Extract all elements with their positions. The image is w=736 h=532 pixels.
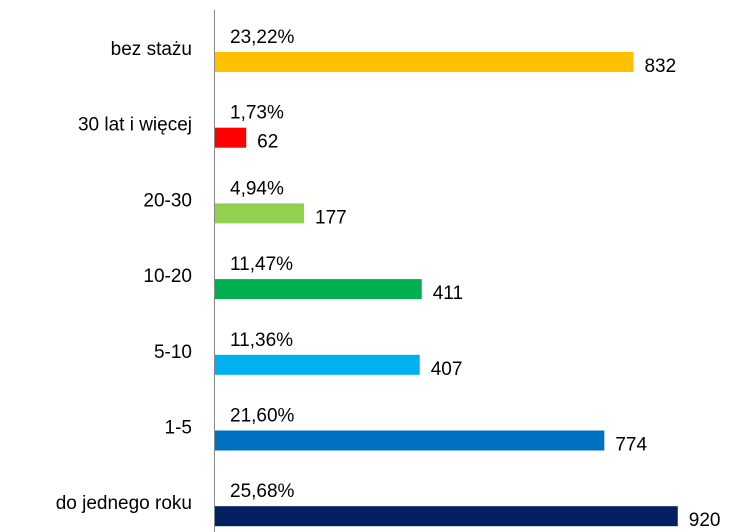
value-label: 832 [644, 56, 676, 77]
bar [215, 354, 420, 375]
value-label: 774 [615, 435, 647, 456]
bar [215, 430, 605, 451]
bar [215, 52, 634, 72]
category-label: 30 lat i więcej [78, 115, 192, 136]
value-label: 920 [689, 510, 721, 531]
share-label: 11,47% [230, 254, 293, 275]
share-label: 4,94% [230, 178, 284, 199]
category-label: 20-30 [143, 190, 192, 211]
category-label: do jednego roku [56, 493, 192, 514]
share-label: 11,36% [230, 330, 293, 351]
share-label: 21,60% [230, 406, 295, 427]
category-label: bez stażu [111, 39, 192, 60]
bar [215, 279, 422, 300]
bar [215, 127, 247, 148]
share-label: 1,73% [230, 103, 284, 124]
category-label: 10-20 [143, 266, 192, 287]
value-label: 177 [315, 207, 347, 228]
value-label: 407 [431, 359, 463, 380]
share-label: 23,22% [230, 27, 295, 48]
category-label: 1-5 [165, 418, 192, 439]
bar [215, 506, 678, 527]
value-label: 62 [257, 132, 278, 153]
share-label: 25,68% [230, 481, 295, 502]
category-label: 5-10 [154, 342, 192, 363]
bar [215, 203, 305, 224]
value-label: 411 [433, 283, 463, 304]
